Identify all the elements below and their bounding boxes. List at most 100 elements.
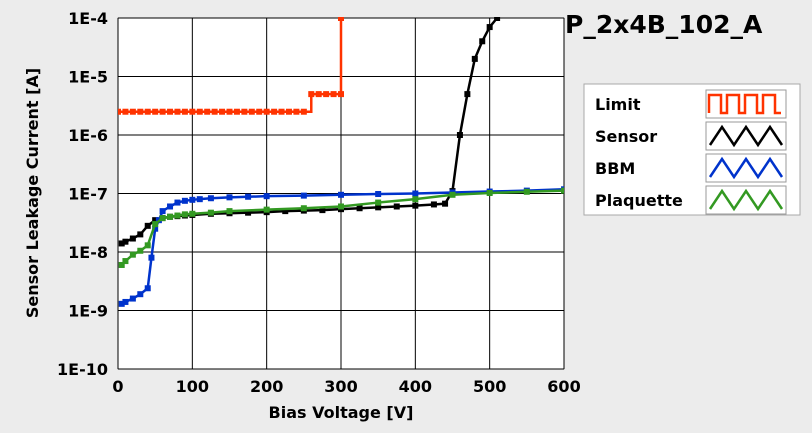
x-tick-label: 200 [250, 377, 283, 396]
data-point-sensor [464, 91, 471, 98]
data-point-plaquette [375, 199, 382, 206]
x-tick-label: 600 [547, 377, 580, 396]
data-point-limit [196, 108, 203, 115]
data-point-bbm [148, 254, 155, 261]
data-point-sensor [393, 203, 400, 210]
data-point-plaquette [167, 213, 174, 220]
data-point-bbm [245, 193, 252, 200]
data-point-bbm [300, 192, 307, 199]
data-point-plaquette [189, 210, 196, 217]
data-point-sensor [319, 207, 326, 214]
data-point-bbm [226, 194, 233, 201]
data-point-plaquette [137, 247, 144, 254]
data-point-limit [174, 108, 181, 115]
legend-label-sensor: Sensor [595, 127, 657, 146]
data-point-limit [293, 108, 300, 115]
data-point-sensor [471, 55, 478, 62]
y-tick-label: 1E-8 [68, 243, 108, 262]
data-point-plaquette [263, 206, 270, 213]
data-point-plaquette [144, 242, 151, 249]
data-point-sensor [118, 240, 125, 247]
data-point-bbm [122, 298, 129, 305]
data-point-sensor [129, 235, 136, 242]
data-point-plaquette [129, 251, 136, 258]
data-point-bbm [118, 300, 125, 307]
data-point-sensor [456, 132, 463, 138]
data-point-sensor [494, 17, 501, 21]
x-tick-label: 500 [473, 377, 506, 396]
legend-label-plaquette: Plaquette [595, 191, 683, 210]
data-point-plaquette [449, 191, 456, 198]
y-tick-label: 1E-10 [57, 360, 108, 379]
data-point-limit [285, 108, 292, 115]
x-tick-label: 100 [176, 377, 209, 396]
data-point-limit [118, 108, 121, 115]
data-point-limit [263, 108, 270, 115]
data-point-plaquette [207, 209, 214, 216]
x-tick-label: 300 [324, 377, 357, 396]
data-point-bbm [159, 208, 166, 215]
data-point-limit [278, 108, 285, 115]
data-point-limit [204, 108, 211, 115]
data-point-plaquette [486, 189, 493, 196]
data-point-bbm [375, 191, 382, 198]
legend-swatch-plaquette [708, 188, 784, 212]
data-point-plaquette [174, 212, 181, 219]
data-point-bbm [207, 195, 214, 202]
y-tick-label: 1E-5 [68, 68, 108, 87]
data-point-plaquette [338, 203, 344, 210]
data-point-sensor [412, 202, 419, 209]
data-point-plaquette [300, 205, 307, 212]
data-point-limit [300, 108, 307, 115]
data-point-sensor [245, 209, 252, 216]
data-point-plaquette [226, 208, 233, 215]
y-tick-label: 1E-9 [68, 302, 108, 321]
y-axis-label: Sensor Leakage Current [A] [23, 68, 42, 318]
data-point-bbm [152, 225, 159, 232]
data-point-plaquette [159, 215, 166, 222]
data-point-limit [152, 108, 159, 115]
data-point-limit [233, 108, 240, 115]
legend-item-bbm: BBM [595, 153, 787, 183]
data-point-limit [189, 108, 196, 115]
legend: Limit Sensor BBM Plaquette [595, 89, 787, 215]
x-tick-label: 0 [112, 377, 123, 396]
data-point-bbm [181, 197, 188, 204]
legend-swatch-bbm [708, 156, 784, 180]
data-point-limit [129, 108, 136, 115]
data-point-limit [167, 108, 174, 115]
data-point-sensor [144, 222, 151, 229]
data-point-limit [271, 108, 278, 115]
data-point-sensor [430, 201, 437, 208]
legend-item-plaquette: Plaquette [595, 185, 787, 215]
data-point-plaquette [181, 211, 188, 218]
data-point-limit [144, 108, 151, 115]
tick-labels: 0 100 200 300 400 500 600 1E-10 1E-9 1E-8 1E-7 1E-6… [57, 9, 581, 396]
data-point-bbm [412, 190, 419, 197]
data-point-sensor [479, 38, 486, 45]
data-point-limit [248, 108, 255, 115]
data-point-sensor [137, 231, 144, 238]
y-tick-label: 1E-7 [68, 185, 108, 204]
data-point-bbm [338, 191, 344, 198]
data-point-limit [219, 108, 226, 115]
data-point-limit [330, 91, 337, 98]
data-point-sensor [486, 24, 493, 31]
data-point-limit [137, 108, 144, 115]
y-tick-label: 1E-6 [68, 126, 108, 145]
y-tick-label: 1E-4 [68, 9, 108, 28]
data-point-limit [338, 17, 344, 21]
data-point-limit [122, 108, 129, 115]
grid [117, 17, 565, 370]
data-point-limit [323, 91, 330, 98]
data-point-limit [338, 91, 344, 98]
data-point-sensor [375, 204, 382, 211]
data-point-limit [211, 108, 218, 115]
data-point-sensor [282, 208, 289, 215]
legend-item-limit: Limit [595, 89, 787, 119]
data-point-limit [226, 108, 233, 115]
legend-swatch-limit [707, 93, 781, 115]
x-tick-label: 400 [399, 377, 432, 396]
chart-title: P_2x4B_102_A [565, 10, 763, 39]
